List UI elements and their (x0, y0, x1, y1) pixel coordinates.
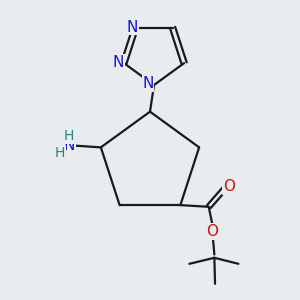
Text: N: N (142, 76, 154, 91)
Text: O: O (206, 224, 218, 239)
Text: N: N (64, 138, 75, 153)
Text: O: O (223, 179, 235, 194)
Text: N: N (126, 20, 138, 34)
Text: H: H (64, 129, 74, 143)
Text: H: H (55, 146, 65, 160)
Text: N: N (113, 55, 124, 70)
